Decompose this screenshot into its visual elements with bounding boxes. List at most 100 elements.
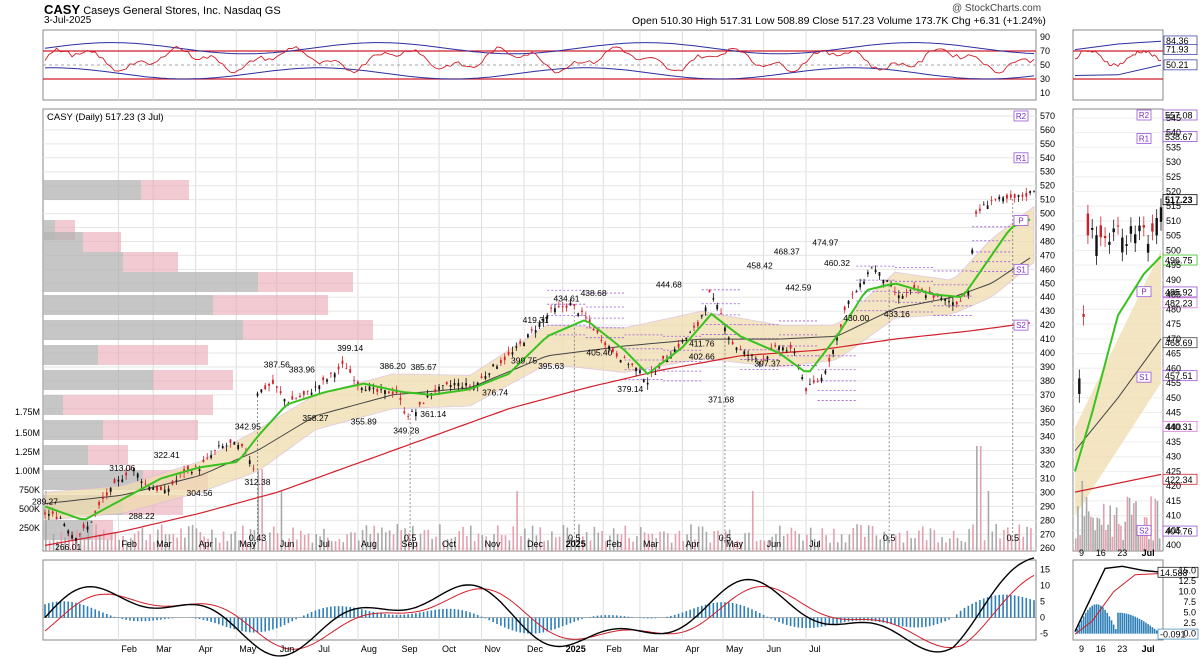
candle-body <box>353 380 355 382</box>
candle-body <box>399 397 402 400</box>
volume-bar <box>122 535 124 551</box>
pivot-tag-label: R1 <box>1016 154 1027 163</box>
price-annotation: 419.31 <box>523 315 549 325</box>
macd-histogram-bar <box>646 617 649 619</box>
volume-bar <box>527 538 530 551</box>
volume-bar <box>713 530 715 551</box>
macd-histogram-bar <box>480 616 483 618</box>
candle-body <box>785 350 788 352</box>
pivot-tag-box <box>1013 110 1029 122</box>
macd-histogram-bar <box>303 615 305 618</box>
macd-histogram-bar <box>948 617 950 620</box>
candle-body <box>194 465 197 467</box>
month-label: Nov <box>485 539 502 549</box>
candle-body <box>51 511 54 514</box>
detail-macd-histogram-bar <box>1143 621 1145 634</box>
volume-bar <box>373 525 375 551</box>
month-label: May <box>239 539 257 549</box>
candle-body <box>241 443 243 447</box>
volume-bar <box>539 527 542 551</box>
macd-histogram-bar <box>955 614 958 618</box>
detail-volume-bar <box>1158 538 1161 551</box>
candle-body <box>480 376 483 379</box>
volume-bar <box>497 525 499 551</box>
candle-body <box>109 487 112 492</box>
detail-value-box <box>1162 194 1198 206</box>
macd-histogram-bar <box>279 617 282 627</box>
macd-histogram-bar <box>364 610 367 618</box>
macd-tick-label: 5 <box>1040 597 1045 607</box>
volume-bar <box>153 541 155 551</box>
detail-macd-histogram-bar <box>1093 604 1096 634</box>
volume-bar <box>1010 535 1013 551</box>
candle-body <box>457 382 460 387</box>
candle-body <box>252 468 255 470</box>
macd-histogram-bar <box>252 617 255 633</box>
panel-frame-rsi-main <box>42 29 1037 101</box>
volume-tick-label: 1.75M <box>15 407 40 417</box>
macd-histogram-bar <box>890 617 892 625</box>
candle-body <box>90 521 93 523</box>
volume-bar <box>238 540 240 551</box>
macd-histogram-bar <box>156 617 158 621</box>
volume-bar <box>755 541 758 551</box>
volume-bar <box>454 536 457 551</box>
pivot-tag-box <box>1013 319 1029 331</box>
volume-bar <box>392 534 395 551</box>
volume-bar <box>937 542 940 551</box>
rsi-detail-line <box>1074 49 1162 67</box>
volume-bar <box>446 539 449 551</box>
detail-volume-bar <box>1111 536 1114 551</box>
candle-body <box>71 535 73 539</box>
candle-body <box>897 295 900 299</box>
volume-bar <box>531 525 534 551</box>
candle-body <box>550 307 552 309</box>
macd-month-label: 2025 <box>566 644 586 654</box>
candle-body <box>511 352 514 355</box>
volume-by-price-down <box>98 345 208 365</box>
volume-bar <box>79 531 82 551</box>
volume-bar <box>388 530 391 551</box>
detail-macd-histogram-bar <box>1087 609 1089 634</box>
detail-ma-20-line <box>1074 255 1162 472</box>
macd-histogram-bar <box>755 611 757 618</box>
macd-histogram-bar <box>604 615 606 618</box>
volume-bar <box>1006 527 1009 551</box>
volume-bar <box>995 524 997 551</box>
macd-histogram-bar <box>198 617 201 620</box>
macd-histogram-bar <box>1017 596 1020 618</box>
volume-bar <box>547 540 549 551</box>
candle-body <box>449 385 452 387</box>
detail-value-label: 422.34 <box>1165 475 1193 485</box>
volume-bar <box>477 533 480 551</box>
volume-bar <box>972 524 974 551</box>
volume-bar <box>234 531 236 551</box>
candle-body <box>171 480 174 485</box>
detail-candle-body <box>1155 218 1158 236</box>
detail-volume-bar <box>1137 533 1139 551</box>
volume-bar <box>771 536 773 551</box>
macd-histogram-bar <box>295 617 297 620</box>
detail-price-tick-label: 410 <box>1166 511 1181 521</box>
macd-histogram-bar <box>48 603 50 618</box>
volume-by-price-up <box>43 272 258 292</box>
candle-body <box>368 386 371 391</box>
detail-macd-histogram-bar <box>1121 612 1124 634</box>
volume-bar <box>759 539 762 551</box>
volume-bar <box>164 534 167 551</box>
volume-bar <box>342 542 345 551</box>
macd-histogram-bar <box>766 616 769 618</box>
volume-bar <box>949 538 951 551</box>
macd-histogram-bar <box>476 615 479 618</box>
volume-bar <box>226 541 229 551</box>
volume-bar <box>836 542 839 551</box>
candle-body <box>499 360 502 364</box>
macd-histogram-bar <box>573 617 576 622</box>
macd-histogram-bar <box>840 617 842 623</box>
macd-histogram-bar <box>422 611 425 618</box>
candle-body <box>237 444 240 449</box>
volume-bar <box>508 540 511 551</box>
detail-candle-body <box>1142 225 1145 228</box>
price-annotation: 312.38 <box>244 477 270 487</box>
macd-histogram-bar <box>248 617 251 633</box>
